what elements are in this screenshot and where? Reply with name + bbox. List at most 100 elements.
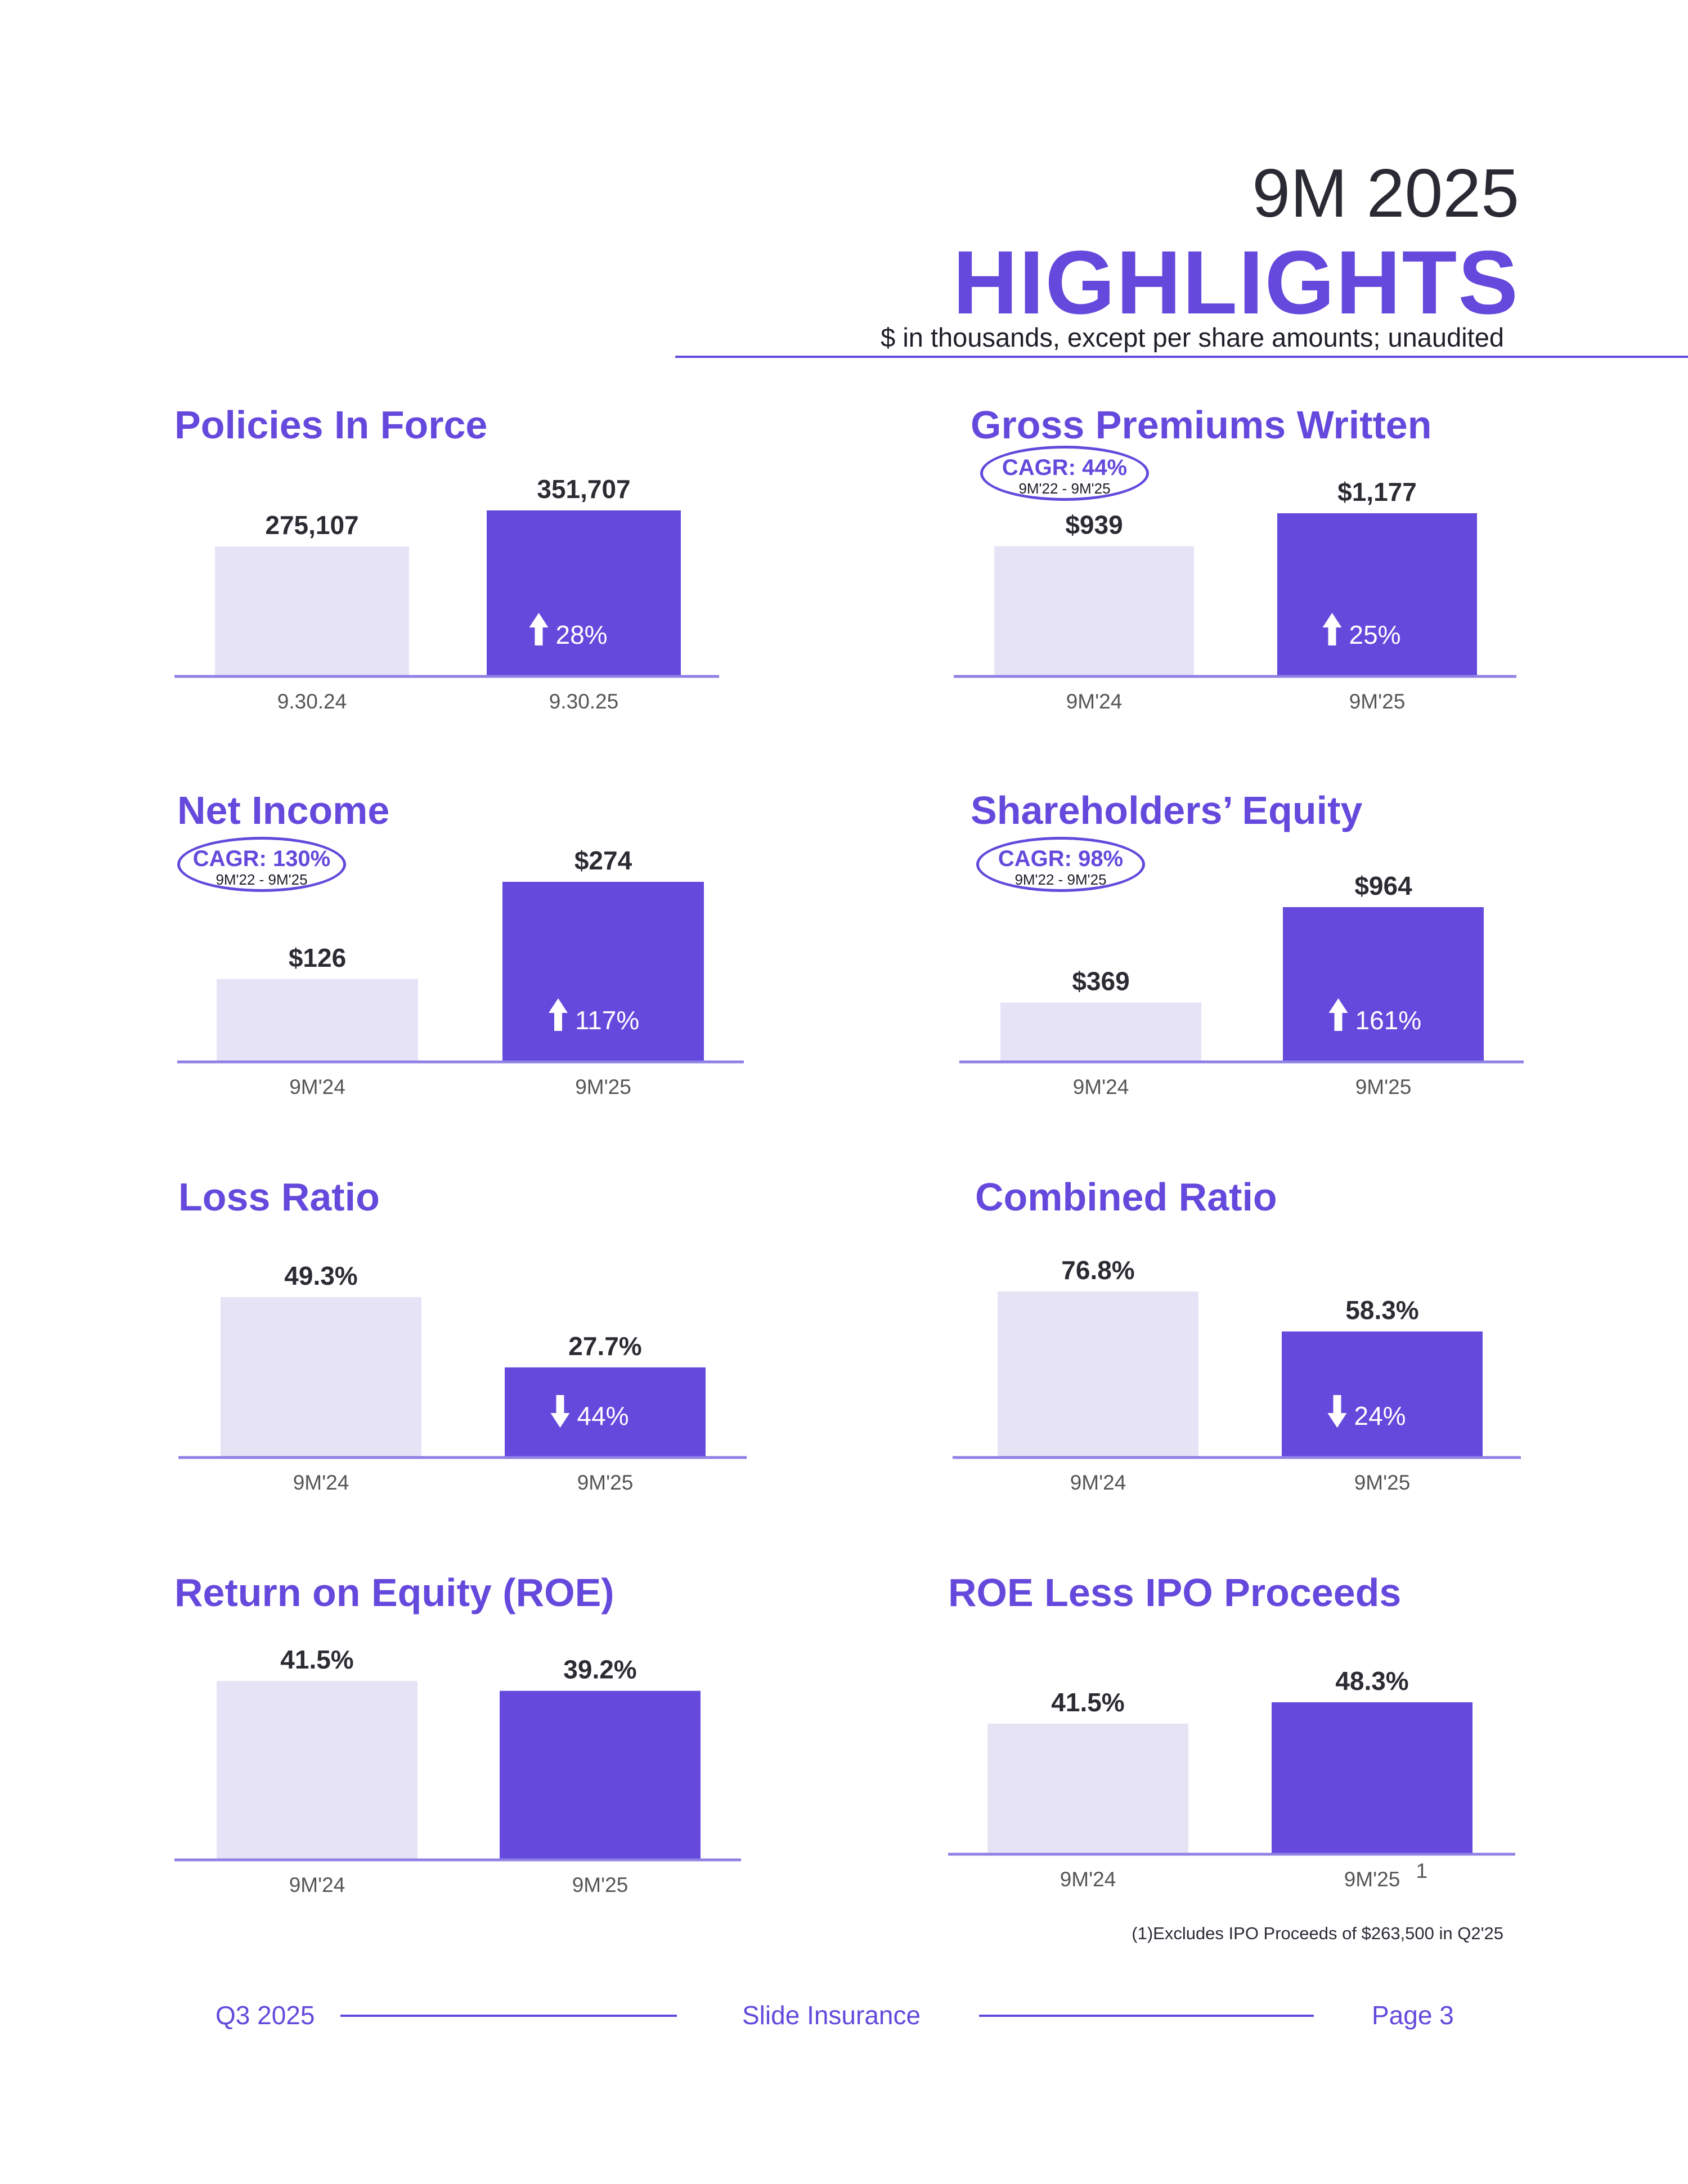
panel-roe-less-ipo-proceeds: ROE Less IPO Proceeds 41.5% 9M'24 48.3% 9M'… xyxy=(948,1573,1688,1967)
footnote: (1)Excludes IPO Proceeds of $263,500 in … xyxy=(1132,1923,1503,1943)
cagr-badge: CAGR: 44% 9M'22 - 9M'25 xyxy=(980,446,1149,501)
arrow-down-icon xyxy=(550,1395,570,1428)
header-period: 9M 2025 xyxy=(1252,155,1519,231)
bar-chart: $126 9M'24 $274 9M'25 117% xyxy=(177,846,744,1098)
panel-title: Return on Equity (ROE) xyxy=(174,1571,614,1615)
cagr-range: 9M'22 - 9M'25 xyxy=(1014,871,1107,888)
header-divider xyxy=(675,356,1688,358)
change-percent: 161% xyxy=(1355,1006,1422,1035)
category-label: 9M'25 xyxy=(1355,1075,1412,1098)
arrow-up-icon xyxy=(529,613,549,645)
cagr-badge: CAGR: 130% 9M'22 - 9M'25 xyxy=(177,837,346,892)
arrow-up-icon xyxy=(1322,613,1342,645)
bar-chart: $369 9M'24 $964 9M'25 161% xyxy=(959,871,1524,1098)
cagr-label: CAGR: 44% xyxy=(1002,455,1128,480)
cagr-label: CAGR: 130% xyxy=(192,846,331,871)
data-label: $126 xyxy=(289,943,346,972)
data-label: 41.5% xyxy=(1051,1688,1124,1717)
bar-current-period xyxy=(1282,1331,1483,1458)
change-percent: 25% xyxy=(1349,620,1401,649)
category-label: 9M'24 xyxy=(1066,690,1123,713)
panel-title: Gross Premiums Written xyxy=(971,403,1432,447)
panel-title: Net Income xyxy=(177,788,390,832)
bar-current-period xyxy=(502,882,704,1062)
bar-chart: 76.8% 9M'24 58.3% 9M'25 24% xyxy=(953,1255,1521,1494)
bar-prior-period xyxy=(987,1724,1188,1854)
panel-title: Shareholders’ Equity xyxy=(971,788,1363,832)
data-label: $939 xyxy=(1065,510,1123,540)
change-percent: 28% xyxy=(556,620,608,649)
category-label: 9M'24 xyxy=(289,1075,345,1098)
panel-combined-ratio: Combined Ratio 76.8% 9M'24 58.3% 9M'25 24% xyxy=(953,1175,1688,1571)
panel-policies-in-force: Policies In Force 275,107 9.30.24 351,707 9… xyxy=(174,405,962,799)
panel-title: Loss Ratio xyxy=(178,1175,380,1219)
bar-current-period xyxy=(487,510,681,676)
arrow-up-icon xyxy=(549,998,568,1031)
category-label: 9.30.24 xyxy=(277,690,347,713)
data-label: 27.7% xyxy=(568,1331,641,1361)
data-label: 351,707 xyxy=(537,474,630,504)
bar-current-period xyxy=(1283,907,1484,1062)
category-label: 9M'24 xyxy=(293,1471,349,1494)
arrow-down-icon xyxy=(1327,1395,1347,1428)
category-label: 9M'25 xyxy=(575,1075,631,1098)
category-label: 9M'25 xyxy=(1354,1471,1411,1494)
bar-prior-period xyxy=(994,546,1194,676)
data-label: 275,107 xyxy=(265,510,358,540)
header-title: HIGHLIGHTS xyxy=(953,232,1519,333)
panel-loss-ratio: Loss Ratio 49.3% 9M'24 27.7% 9M'25 44% xyxy=(178,1177,966,1571)
data-label: $369 xyxy=(1072,967,1129,996)
bar-current-period xyxy=(1277,513,1477,676)
category-label: 9.30.25 xyxy=(549,690,618,713)
footer-divider-left xyxy=(340,2015,677,2017)
data-label: 58.3% xyxy=(1345,1295,1418,1325)
bar-chart: 49.3% 9M'24 27.7% 9M'25 44% xyxy=(178,1261,747,1494)
data-label: 41.5% xyxy=(280,1645,353,1674)
category-label: 9M'25 xyxy=(572,1873,628,1896)
arrow-up-icon xyxy=(1328,998,1348,1031)
bar-current-period xyxy=(505,1367,706,1458)
footer-period: Q3 2025 xyxy=(216,2001,315,2030)
category-label: 9M'25 xyxy=(577,1471,634,1494)
change-percent: 117% xyxy=(575,1006,639,1035)
panel-title: ROE Less IPO Proceeds xyxy=(948,1571,1402,1615)
footer-company: Slide Insurance xyxy=(742,2001,921,2030)
panel-gross-premiums-written: Gross Premiums Written CAGR: 44% 9M'22 -… xyxy=(954,403,1688,799)
panel-title: Policies In Force xyxy=(174,403,488,447)
data-label: 49.3% xyxy=(284,1261,357,1290)
panel-title: Combined Ratio xyxy=(975,1175,1277,1219)
data-label: $1,177 xyxy=(1337,477,1417,506)
panel-return-on-equity: Return on Equity (ROE) 41.5% 9M'24 39.2% 9M… xyxy=(174,1573,962,1967)
bar-prior-period xyxy=(217,1681,417,1860)
bar-prior-period xyxy=(998,1291,1198,1458)
panel-shareholders-equity: Shareholders’ Equity CAGR: 98% 9M'22 - 9… xyxy=(959,788,1688,1185)
bar-chart: $939 9M'24 $1,177 9M'25 25% xyxy=(954,477,1516,713)
header-subtitle: $ in thousands, except per share amounts… xyxy=(881,322,1504,352)
data-label: 48.3% xyxy=(1335,1666,1408,1696)
bar-prior-period xyxy=(221,1297,421,1458)
bar-chart: 41.5% 9M'24 48.3% 9M'25 1 xyxy=(948,1666,1515,1891)
bar-chart: 41.5% 9M'24 39.2% 9M'25 xyxy=(174,1645,741,1896)
data-label: $964 xyxy=(1354,871,1412,900)
category-label: 9M'24 xyxy=(289,1873,345,1896)
footer-page-number: Page 3 xyxy=(1372,2001,1454,2030)
data-label: 76.8% xyxy=(1061,1255,1134,1285)
data-label: $274 xyxy=(574,846,632,875)
bar-prior-period xyxy=(1000,1002,1201,1062)
category-label: 9M'24 xyxy=(1060,1868,1116,1891)
category-label: 9M'24 xyxy=(1070,1471,1126,1494)
category-label: 9M'25 xyxy=(1349,690,1406,713)
bar-current-period xyxy=(1272,1702,1472,1854)
cagr-badge: CAGR: 98% 9M'22 - 9M'25 xyxy=(976,837,1145,892)
category-label: 9M'24 xyxy=(1073,1075,1129,1098)
category-label: 9M'25 xyxy=(1344,1868,1400,1891)
footnote-marker: 1 xyxy=(1416,1859,1428,1882)
change-percent: 24% xyxy=(1354,1401,1406,1430)
bar-prior-period xyxy=(217,979,418,1062)
cagr-range: 9M'22 - 9M'25 xyxy=(216,871,308,888)
bar-prior-period xyxy=(215,546,409,676)
footer-divider-right xyxy=(979,2015,1314,2017)
bar-chart: 275,107 9.30.24 351,707 9.30.25 28% xyxy=(174,474,719,713)
data-label: 39.2% xyxy=(563,1655,636,1684)
cagr-range: 9M'22 - 9M'25 xyxy=(1018,480,1111,497)
